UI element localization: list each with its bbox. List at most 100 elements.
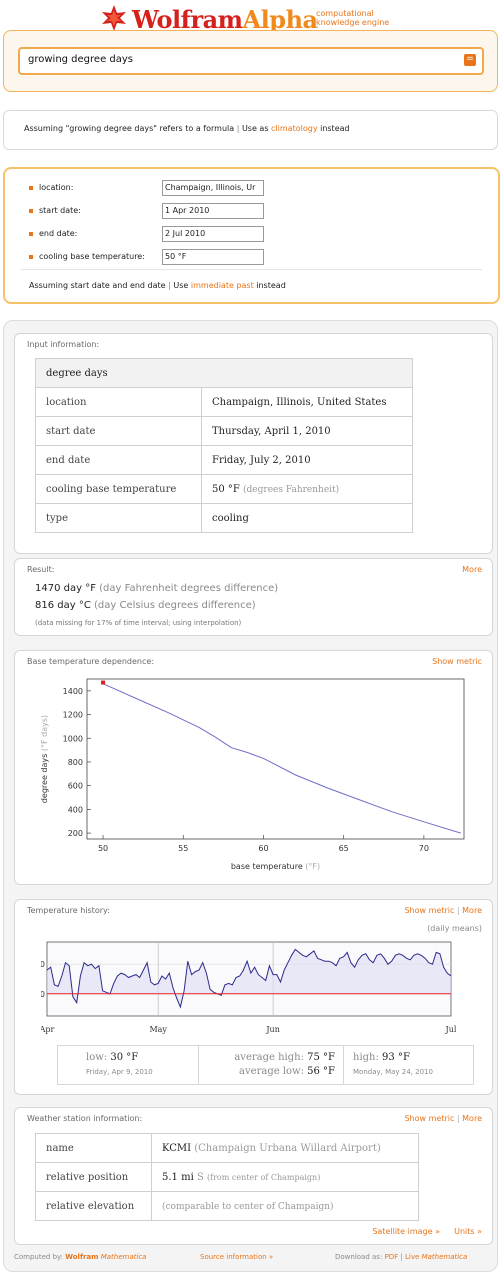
x-tick-label: Jun: [265, 1025, 280, 1034]
climatology-link[interactable]: climatology: [271, 124, 318, 133]
search-field[interactable]: =: [18, 47, 484, 75]
temperature-history-chart: 50 70 Apr May Jun Jul: [41, 941, 457, 1034]
plot-frame: [86, 678, 465, 840]
assumption-text: Assuming "growing degree days" refers to…: [24, 124, 350, 133]
more-link[interactable]: More: [462, 906, 482, 915]
immediate-past-link[interactable]: immediate past: [190, 281, 254, 290]
daily-mean-line: [46, 948, 452, 1009]
bullet-icon: [29, 185, 33, 190]
y-tick-label: 1400: [63, 687, 83, 696]
pod-title: Temperature history:: [27, 906, 110, 915]
assumption-suffix: instead: [320, 124, 350, 133]
satellite-image-link[interactable]: Satellite image »: [372, 1227, 440, 1236]
table-row: type cooling: [35, 503, 413, 533]
assumption-panel: Assuming "growing degree days" refers to…: [3, 110, 498, 150]
x-axis-label: base temperature (°F): [231, 862, 320, 871]
pod-title: Weather station information:: [27, 1114, 143, 1123]
param-start-date-label: start date:: [29, 206, 81, 215]
x-tick-label: 50: [98, 844, 108, 853]
y-axis-label: degree days (°F days): [40, 715, 49, 803]
logo-wolfram: Wolfram: [132, 5, 243, 34]
y-tick-label: 400: [68, 805, 83, 814]
y-tick-label: 200: [68, 829, 83, 838]
tagline-line-1: computational: [316, 9, 374, 18]
y-tick-label: 1000: [63, 734, 83, 743]
logo-alpha: Alpha: [242, 5, 319, 34]
parameters-panel: location: Champaign, Illinois, Ur start …: [3, 167, 500, 304]
x-tick-label: 60: [258, 844, 268, 853]
average-stat: average high: 75 °F average low: 56 °F: [198, 1046, 344, 1084]
show-metric-link[interactable]: Show metric: [432, 657, 482, 666]
stats-box: low: 30 °F Friday, Apr 9, 2010 average h…: [57, 1045, 474, 1085]
bullet-icon: [29, 254, 33, 259]
base-temperature-pod: Base temperature dependence: Show metric…: [14, 650, 493, 885]
search-input[interactable]: [26, 53, 450, 66]
y-tick-label: 50: [41, 990, 45, 999]
x-tick-label: Apr: [41, 1025, 55, 1034]
start-date-input[interactable]: 1 Apr 2010: [162, 203, 264, 219]
live-mathematica-link[interactable]: Live Mathematica: [405, 1253, 468, 1261]
high-stat: high: 93 °F Monday, May 24, 2010: [353, 1052, 433, 1076]
table-row: relative position 5.1 mi S (from center o…: [35, 1162, 419, 1192]
header: WolframAlpha computational knowledge eng…: [0, 0, 500, 38]
table-row: name KCMI (Champaign Urbana Willard Airpo…: [35, 1133, 419, 1163]
table-row: relative elevation (comparable to center …: [35, 1191, 419, 1221]
x-tick-label: 70: [419, 844, 429, 853]
result-fahrenheit: 1470 day °F (day Fahrenheit degrees diff…: [35, 583, 279, 594]
weather-station-pod: Weather station information: Show metric…: [14, 1107, 493, 1245]
param-end-date-label: end date:: [29, 229, 77, 238]
more-link[interactable]: More: [462, 565, 482, 574]
y-tick-label: 600: [68, 782, 83, 791]
y-tick-label: 1200: [63, 711, 83, 720]
result-celsius: 816 day °C (day Celsius degrees differen…: [35, 600, 256, 611]
equals-icon[interactable]: =: [464, 54, 476, 66]
table-header: degree days: [35, 358, 413, 388]
x-tick-label: 55: [178, 844, 188, 853]
result-note: (data missing for 17% of time interval; …: [35, 619, 242, 627]
y-tick-label: 70: [41, 960, 45, 969]
daily-means-note: (daily means): [427, 924, 482, 933]
show-metric-link[interactable]: Show metric: [404, 906, 455, 915]
results-area: Input information: degree days location C…: [3, 320, 498, 1272]
y-tick-label: 800: [68, 758, 83, 767]
more-link[interactable]: More: [462, 1114, 482, 1123]
units-link[interactable]: Units »: [454, 1227, 482, 1236]
assumption-use-as: Use as: [241, 124, 269, 133]
pod-title: Result:: [27, 565, 55, 574]
low-stat: low: 30 °F Friday, Apr 9, 2010: [58, 1046, 199, 1084]
input-table: degree days location Champaign, Illinois,…: [35, 358, 413, 533]
show-metric-link[interactable]: Show metric: [404, 1114, 455, 1123]
assumption-prefix: Assuming "growing degree days" refers to…: [24, 124, 235, 133]
logo-tagline: computational knowledge engine: [316, 9, 389, 27]
table-row: location Champaign, Illinois, United Stat…: [35, 387, 413, 417]
bullet-icon: [29, 208, 33, 213]
location-input[interactable]: Champaign, Illinois, Ur: [162, 180, 264, 196]
table-row: start date Thursday, April 1, 2010: [35, 416, 413, 446]
pdf-link[interactable]: PDF: [384, 1253, 399, 1261]
computed-by: Computed by: Wolfram Mathematica: [14, 1253, 147, 1261]
base-temp-input[interactable]: 50 °F: [162, 249, 264, 265]
input-information-pod: Input information: degree days location C…: [14, 333, 493, 554]
divider: [21, 269, 482, 270]
table-row: end date Friday, July 2, 2010: [35, 445, 413, 475]
table-row: cooling base temperature 50 °F (degrees F…: [35, 474, 413, 504]
download-as: Download as: PDF | Live Mathematica: [335, 1253, 468, 1261]
wolfram-star-icon: [102, 5, 126, 31]
bullet-icon: [29, 231, 33, 236]
pod-links: Show metric | More: [404, 1114, 482, 1123]
pod-links: Show metric | More: [404, 906, 482, 915]
pod-title: Base temperature dependence:: [27, 657, 155, 666]
x-tick-label: 65: [339, 844, 349, 853]
x-tick-label: Jul: [445, 1025, 457, 1034]
param-location-label: location:: [29, 183, 73, 192]
search-panel: =: [3, 30, 498, 92]
logo-wordmark[interactable]: WolframAlpha: [132, 5, 318, 34]
source-information-link[interactable]: Source information »: [200, 1253, 274, 1261]
fill-area: [47, 949, 451, 1008]
result-pod: Result: More 1470 day °F (day Fahrenheit…: [14, 558, 493, 636]
x-tick-label: May: [149, 1025, 167, 1034]
temperature-history-pod: Temperature history: Show metric | More …: [14, 899, 493, 1095]
current-value-marker: [101, 680, 106, 685]
end-date-input[interactable]: 2 Jul 2010: [162, 226, 264, 242]
param-base-temp-label: cooling base temperature:: [29, 252, 145, 261]
